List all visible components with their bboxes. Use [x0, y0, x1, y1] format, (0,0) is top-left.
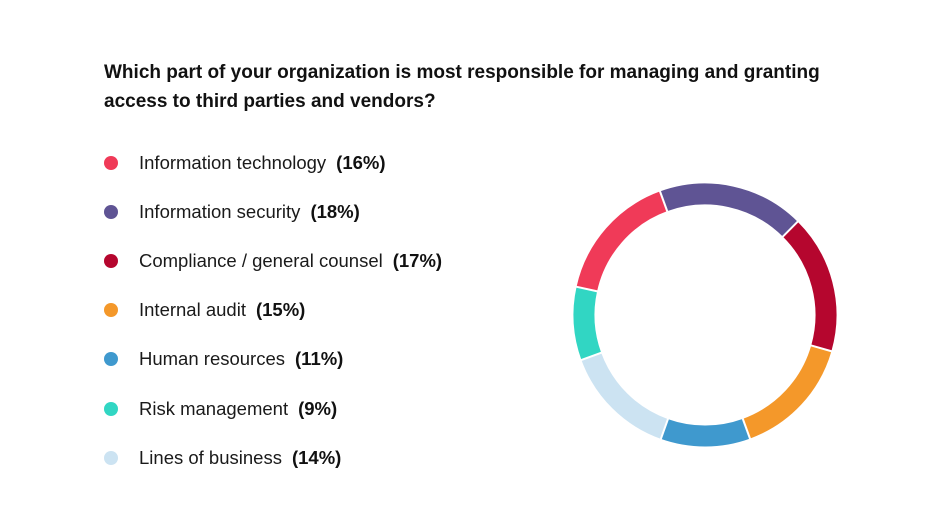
legend-label: Human resources — [139, 348, 286, 370]
legend-swatch — [104, 155, 118, 170]
legend-swatch — [104, 401, 118, 416]
legend-item-risk-management: Risk management (9%) — [104, 384, 442, 433]
donut-slice-human-resources — [660, 418, 750, 447]
legend-item-lines-of-business: Lines of business (14%) — [104, 433, 442, 482]
legend-percent: (17%) — [392, 249, 443, 271]
legend-label: Lines of business — [139, 446, 282, 468]
legend-label: Risk management — [139, 397, 289, 419]
legend-label: Information technology — [139, 151, 327, 173]
chart-legend: Information technology (16%) Information… — [104, 138, 442, 482]
legend-swatch — [104, 303, 118, 318]
legend-label: Internal audit — [139, 299, 246, 321]
donut-slice-lines-of-business — [581, 352, 669, 439]
legend-item-information-security: Information security (18%) — [104, 187, 442, 236]
donut-separator — [580, 351, 603, 362]
legend-percent: (14%) — [291, 446, 342, 468]
donut-chart — [573, 183, 837, 447]
legend-percent: (11%) — [295, 348, 344, 370]
legend-percent: (9%) — [298, 397, 338, 419]
legend-label: Compliance / general counsel — [139, 249, 383, 271]
legend-label: Information security — [139, 200, 301, 222]
legend-item-internal-audit: Internal audit (15%) — [104, 286, 442, 335]
donut-separator — [659, 417, 670, 441]
donut-slice-risk-management — [573, 286, 602, 360]
donut-separator — [741, 417, 752, 440]
legend-item-human-resources: Human resources (11%) — [104, 335, 442, 384]
donut-slice-compliance-general-counsel — [782, 221, 837, 352]
legend-swatch — [104, 450, 118, 465]
legend-percent: (15%) — [255, 299, 306, 321]
donut-slice-internal-audit — [742, 345, 832, 439]
chart-title: Which part of your organization is most … — [104, 62, 820, 112]
donut-separator — [658, 190, 669, 213]
donut-separator — [809, 344, 833, 353]
legend-item-compliance: Compliance / general counsel (17%) — [104, 236, 442, 285]
legend-percent: (18%) — [310, 200, 360, 222]
legend-item-information-technology: Information technology (16%) — [104, 138, 442, 187]
donut-slice-information-technology — [576, 191, 668, 292]
donut-separator — [781, 220, 800, 239]
donut-separator — [575, 285, 599, 293]
legend-swatch — [104, 253, 118, 268]
legend-swatch — [104, 352, 118, 367]
legend-swatch — [104, 204, 118, 219]
legend-percent: (16%) — [336, 151, 386, 173]
donut-slice-information-security — [660, 183, 798, 237]
